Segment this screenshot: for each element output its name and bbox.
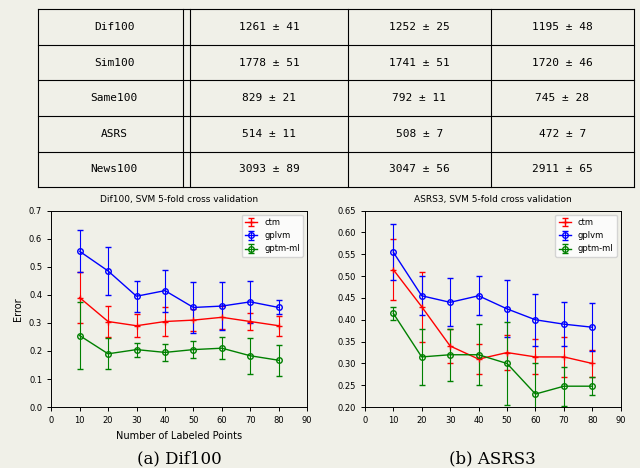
Text: 1741 ± 51: 1741 ± 51 — [389, 58, 450, 68]
Legend: ctm, gplvm, gptm-ml: ctm, gplvm, gptm-ml — [555, 215, 616, 257]
Text: 1778 ± 51: 1778 ± 51 — [239, 58, 300, 68]
Text: 508 ± 7: 508 ± 7 — [396, 129, 443, 139]
Text: Same100: Same100 — [91, 93, 138, 103]
Title: Dif100, SVM 5-fold cross validation: Dif100, SVM 5-fold cross validation — [100, 195, 259, 204]
Text: 792 ± 11: 792 ± 11 — [392, 93, 446, 103]
Text: 3047 ± 56: 3047 ± 56 — [389, 164, 450, 175]
Text: ASRS: ASRS — [100, 129, 128, 139]
Text: 1261 ± 41: 1261 ± 41 — [239, 22, 300, 32]
Text: 514 ± 11: 514 ± 11 — [242, 129, 296, 139]
Text: Dif100: Dif100 — [94, 22, 134, 32]
Text: 1720 ± 46: 1720 ± 46 — [532, 58, 593, 68]
Text: 2911 ± 65: 2911 ± 65 — [532, 164, 593, 175]
Text: 3093 ± 89: 3093 ± 89 — [239, 164, 300, 175]
Text: 829 ± 21: 829 ± 21 — [242, 93, 296, 103]
Title: ASRS3, SVM 5-fold cross validation: ASRS3, SVM 5-fold cross validation — [414, 195, 572, 204]
Text: 1252 ± 25: 1252 ± 25 — [389, 22, 450, 32]
Y-axis label: Error: Error — [13, 297, 24, 321]
X-axis label: Number of Labeled Points: Number of Labeled Points — [116, 431, 243, 441]
Text: (a) Dif100: (a) Dif100 — [137, 450, 221, 468]
Text: 1195 ± 48: 1195 ± 48 — [532, 22, 593, 32]
Text: (b) ASRS3: (b) ASRS3 — [449, 450, 536, 468]
Legend: ctm, gplvm, gptm-ml: ctm, gplvm, gptm-ml — [241, 215, 303, 257]
Text: 472 ± 7: 472 ± 7 — [538, 129, 586, 139]
Text: 745 ± 28: 745 ± 28 — [535, 93, 589, 103]
Text: Sim100: Sim100 — [94, 58, 134, 68]
Text: News100: News100 — [91, 164, 138, 175]
